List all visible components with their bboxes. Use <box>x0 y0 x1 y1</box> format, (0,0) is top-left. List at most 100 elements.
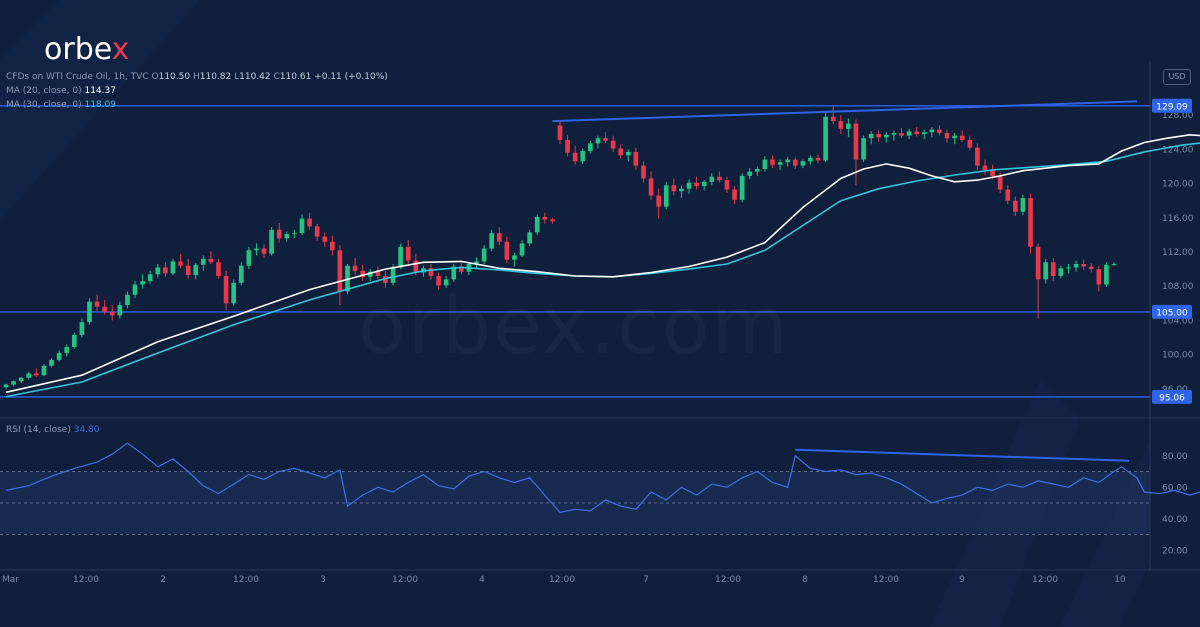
candle-body <box>3 384 9 388</box>
candle-body <box>876 133 882 138</box>
ma30-label: MA (30, close, 0) <box>6 100 82 110</box>
candle-body <box>132 284 138 295</box>
low-value: 110.42 <box>239 72 271 82</box>
candle-body <box>967 139 973 148</box>
candle-body <box>87 301 92 323</box>
candle-body <box>292 233 297 235</box>
candle-body <box>1050 262 1056 276</box>
candle-body <box>109 311 115 316</box>
bg-shape <box>0 0 200 220</box>
candle-body <box>367 271 373 277</box>
candle-body <box>959 135 965 140</box>
rsi-tick-label: 40.00 <box>1162 515 1188 525</box>
candle-body <box>891 133 897 135</box>
candle-body <box>1005 189 1011 201</box>
candle-body <box>512 255 517 260</box>
candle-body <box>34 373 39 376</box>
rsi-legend[interactable]: RSI (14, close) 34.80 <box>6 425 100 435</box>
candle-body <box>64 346 70 353</box>
candle-body <box>709 176 715 182</box>
ma20-line <box>5 133 1200 394</box>
watermark: orbex.com <box>358 282 790 372</box>
logo-main: orbe <box>44 32 112 67</box>
candle-body <box>1013 200 1018 212</box>
candle-body <box>724 180 730 190</box>
rsi-tick-label: 60.00 <box>1162 483 1188 493</box>
orbex-logo: orbex <box>44 32 129 67</box>
candle-body <box>474 261 479 264</box>
candle-body <box>71 334 77 347</box>
candle-body <box>329 241 335 251</box>
candle-body <box>914 131 920 134</box>
candle-body <box>155 267 161 275</box>
level-tag-label: 95.06 <box>1159 393 1185 403</box>
candle-body <box>648 178 654 196</box>
candle-body <box>732 189 737 200</box>
ma30-value: 118.09 <box>84 100 116 110</box>
currency-button[interactable]: USD <box>1163 69 1191 85</box>
candle-body <box>686 182 692 189</box>
candle-body <box>1096 269 1102 285</box>
candle-body <box>26 373 32 378</box>
candle-body <box>762 159 768 170</box>
price-tick-label: 112.00 <box>1162 248 1194 258</box>
candle-body <box>701 181 707 187</box>
candle-body <box>633 151 639 166</box>
candle-body <box>322 236 328 242</box>
price-tick-label: 100.00 <box>1162 351 1194 361</box>
candle-body <box>937 129 942 134</box>
candle-body <box>641 165 646 179</box>
candle-body <box>117 305 123 316</box>
candle-body <box>269 229 274 254</box>
candle-body <box>899 133 904 136</box>
candle-body <box>200 258 206 265</box>
high-value: 110.82 <box>199 72 232 82</box>
candle-body <box>451 266 457 280</box>
candle-body <box>185 265 191 276</box>
candle-body <box>436 275 441 286</box>
candle-body <box>777 162 783 165</box>
candle-body <box>625 151 631 156</box>
candle-body <box>352 265 358 271</box>
candle-body <box>595 138 601 144</box>
candle-body <box>534 216 540 233</box>
candle-body <box>565 139 570 153</box>
candle-body <box>216 262 221 276</box>
candle-body <box>618 148 624 156</box>
candle-body <box>838 121 844 129</box>
candle-body <box>800 161 806 166</box>
candle-body <box>1066 267 1071 269</box>
candle-body <box>808 157 813 162</box>
candle-body <box>481 248 487 262</box>
candle-body <box>163 267 168 274</box>
candle-body <box>717 176 722 181</box>
candle-body <box>550 219 555 222</box>
time-tick-label: 10 <box>1114 575 1126 585</box>
candle-body <box>815 157 821 161</box>
rsi-value: 34.80 <box>73 425 100 435</box>
candle-body <box>496 233 502 242</box>
time-tick-label: 12:00 <box>549 575 575 585</box>
candle-body <box>193 264 199 276</box>
time-tick-label: 8 <box>802 575 808 585</box>
candle-body <box>1073 263 1079 268</box>
candle-body <box>1043 262 1049 280</box>
candle-body <box>747 171 753 176</box>
candle-body <box>238 265 244 283</box>
candle-body <box>1028 198 1033 247</box>
ma20-legend[interactable]: MA (20, close, 0) 114.37 <box>6 86 116 96</box>
logo-x: x <box>111 32 130 67</box>
candle-body <box>314 226 320 237</box>
candle-body <box>830 116 836 122</box>
ma30-legend[interactable]: MA (30, close, 0) 118.09 <box>6 100 116 110</box>
candle-body <box>307 218 312 227</box>
candle-body <box>459 266 464 272</box>
candle-body <box>603 138 608 141</box>
candle-body <box>868 133 874 139</box>
candle-body <box>588 143 593 152</box>
candle-body <box>990 169 995 176</box>
candle-body <box>170 261 176 274</box>
candle-body <box>383 275 388 283</box>
